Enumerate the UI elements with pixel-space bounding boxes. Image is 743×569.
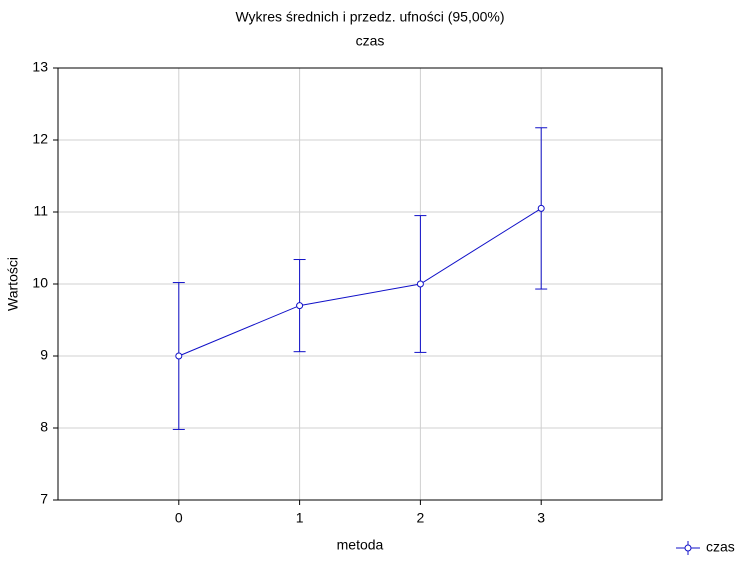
x-tick-label: 0 xyxy=(175,510,183,526)
chart-title: Wykres średnich i przedz. ufności (95,00… xyxy=(235,9,504,25)
legend-label: czas xyxy=(706,539,735,555)
y-tick-label: 7 xyxy=(40,491,48,507)
y-tick-label: 11 xyxy=(33,203,48,219)
x-tick-label: 3 xyxy=(537,510,545,526)
y-tick-label: 8 xyxy=(40,419,48,435)
data-point xyxy=(537,204,545,212)
y-tick-label: 9 xyxy=(40,347,48,363)
y-tick-label: 10 xyxy=(32,275,48,291)
plot-frame xyxy=(57,67,663,501)
y-tick-label: 12 xyxy=(32,131,48,147)
data-line xyxy=(178,207,542,357)
data-point xyxy=(296,302,304,310)
chart-subtitle: czas xyxy=(356,33,385,49)
data-point xyxy=(175,352,183,360)
y-tick-label: 13 xyxy=(32,59,48,75)
y-axis-label: Wartości xyxy=(5,257,21,311)
data-point xyxy=(416,280,424,288)
legend-marker xyxy=(684,544,692,552)
x-axis-label: metoda xyxy=(337,537,384,553)
x-tick-label: 2 xyxy=(417,510,425,526)
x-tick-label: 1 xyxy=(296,510,304,526)
